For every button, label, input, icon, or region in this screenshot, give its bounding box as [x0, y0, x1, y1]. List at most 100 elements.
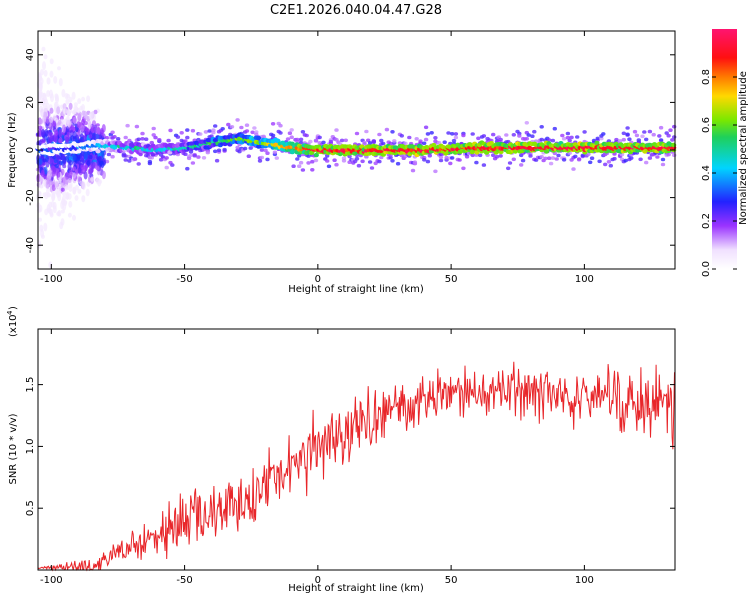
spectrogram-point	[478, 153, 483, 158]
spectrogram-point	[62, 124, 66, 134]
spectrogram-point	[58, 78, 63, 87]
spectrogram-point	[511, 133, 516, 137]
spectrogram-point	[427, 153, 432, 158]
spectrogram-point	[101, 170, 106, 180]
spectrogram-point	[106, 152, 112, 157]
spectrogram-point	[623, 158, 628, 163]
spectrogram-point	[77, 98, 82, 105]
spectrogram-point	[43, 222, 48, 232]
spectrogram-point	[73, 102, 78, 107]
spectrogram-point	[41, 137, 46, 143]
spectrogram-point	[528, 154, 533, 158]
spectrogram-point	[313, 158, 319, 163]
spectrogram-point	[412, 160, 418, 164]
spectrogram-point	[72, 154, 77, 161]
spectrogram-point	[476, 136, 481, 141]
spectrogram-point	[461, 166, 466, 171]
spectrogram-point	[67, 212, 72, 218]
spectrogram-point	[399, 134, 404, 138]
snr-x-tick-label: 50	[445, 575, 458, 586]
spectrogram-point	[76, 121, 81, 129]
spectrogram-point	[625, 126, 630, 130]
snr-x-tick-label: 0	[315, 575, 321, 586]
spectrogram-point	[41, 97, 45, 106]
spectrogram-point	[149, 140, 154, 145]
spectrogram-point	[390, 130, 395, 134]
spectrogram-point	[53, 75, 58, 84]
spectrogram-point	[56, 171, 61, 178]
spectrogram-point	[39, 118, 44, 125]
spectrogram-point	[444, 155, 449, 160]
spectrogram-point	[95, 177, 100, 185]
spectrogram-point	[68, 183, 73, 193]
spectrogram-point	[40, 229, 45, 238]
spectrogram-point	[625, 132, 630, 137]
spectrogram-point	[507, 161, 513, 165]
spectrogram-point	[533, 158, 539, 162]
spectrogram-point	[220, 127, 225, 131]
spectrogram-point	[86, 160, 91, 166]
spectrogram-point	[658, 125, 664, 130]
spectrogram-point	[49, 208, 54, 217]
spectrogram-point	[550, 156, 556, 160]
spectrogram-point	[442, 140, 447, 144]
spectrogram-y-tick-label: 40	[25, 48, 36, 61]
spectrogram-point	[532, 129, 537, 134]
spectrogram-point	[80, 157, 85, 166]
spectrogram-y-axis-label: Frequency (Hz)	[7, 112, 18, 188]
spectrogram-point	[539, 154, 544, 159]
spectrogram-point	[80, 124, 85, 132]
spectrogram-point	[190, 128, 196, 133]
snr-ticks: -100 -50 0 50 100 0.5 1.0 1.5	[25, 329, 675, 586]
spectrogram-point	[61, 153, 66, 159]
spectrogram-point	[38, 93, 42, 101]
spectrogram-point	[481, 163, 487, 167]
spectrogram-ridge-point	[498, 149, 504, 155]
spectrogram-point	[151, 133, 156, 137]
spectrogram-point	[433, 169, 438, 174]
spectrogram-point	[606, 160, 612, 164]
spectrogram-point	[580, 153, 585, 158]
snr-series-line	[37, 361, 675, 572]
spectrogram-point	[49, 70, 54, 78]
spectrogram-point	[660, 157, 666, 162]
spectrogram-point	[100, 161, 105, 168]
spectrogram-point	[90, 177, 95, 182]
spectrogram-point	[60, 182, 65, 189]
spectrogram-point	[43, 108, 48, 113]
spectrogram-point	[470, 153, 475, 158]
spectrogram-point	[65, 155, 70, 162]
spectrogram-point	[274, 156, 279, 160]
spectrogram-point	[339, 138, 345, 143]
spectrogram-point	[62, 164, 67, 169]
spectrogram-point	[414, 137, 419, 141]
spectrogram-point	[638, 157, 643, 162]
spectrogram-point	[422, 158, 427, 162]
spectrogram-point	[658, 138, 664, 142]
spectrogram-point	[95, 165, 100, 171]
spectrogram-point	[222, 147, 227, 152]
snr-x-tick-label: -50	[176, 575, 192, 586]
spectrogram-point	[190, 161, 196, 165]
spectrogram-point	[65, 98, 70, 105]
spectrogram-point	[214, 158, 220, 163]
spectrogram-point	[599, 136, 604, 141]
spectrogram-point	[530, 134, 535, 138]
spectrogram-point	[354, 131, 360, 136]
spectrogram-point	[265, 157, 270, 162]
spectrogram-point	[390, 159, 395, 163]
spectrogram-point	[326, 164, 332, 169]
spectrogram-point	[71, 91, 76, 100]
spectrogram-point	[524, 121, 529, 125]
spectrogram-point	[81, 195, 86, 203]
spectrogram-point	[54, 180, 59, 189]
spectrogram-point	[423, 125, 429, 130]
spectrogram-point	[597, 159, 602, 164]
spectrogram-point	[425, 132, 431, 136]
spectrogram-point	[66, 108, 71, 117]
spectrogram-point	[144, 137, 149, 141]
spectrogram-point	[257, 159, 263, 163]
spectrogram-x-tick-label: -50	[176, 274, 192, 285]
spectrogram-point	[504, 133, 509, 137]
